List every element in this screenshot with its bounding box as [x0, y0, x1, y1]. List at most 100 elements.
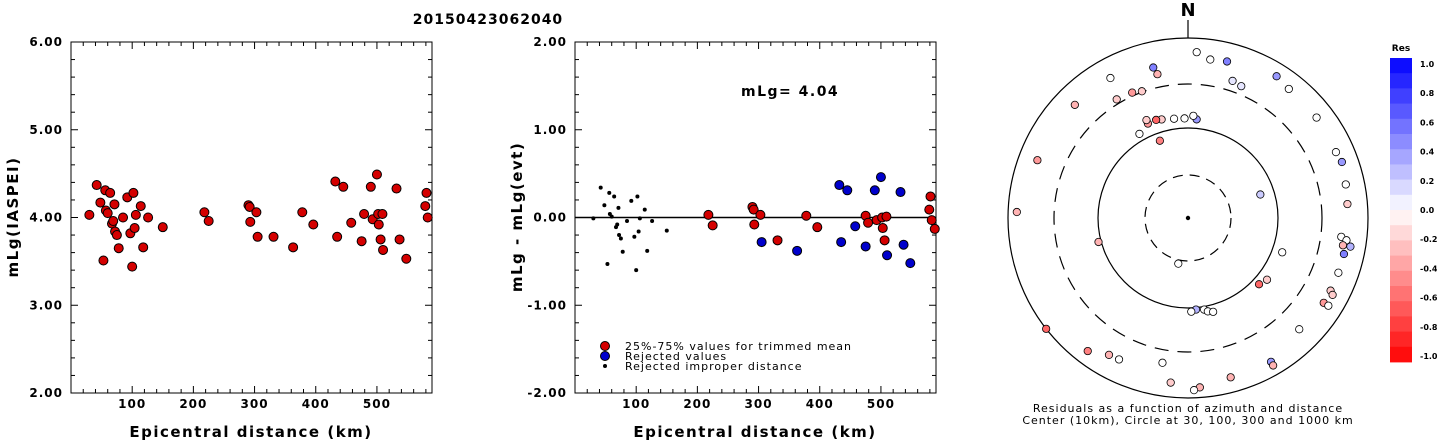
- legend-marker-trimmed-mean: [600, 341, 610, 351]
- x-tick-label: 300: [241, 397, 269, 411]
- x-tick-label: 500: [867, 397, 895, 411]
- red-point: [356, 236, 367, 247]
- rejected-point: [756, 237, 767, 248]
- colorbar-swatch: [1390, 240, 1412, 256]
- colorbar-swatch: [1390, 118, 1412, 135]
- station-point: [1104, 350, 1114, 359]
- rejected-point: [869, 185, 880, 196]
- x-axis-label: Epicentral distance (km): [633, 423, 876, 441]
- rejected-point: [792, 245, 803, 256]
- station-point: [1237, 82, 1246, 91]
- red-point: [371, 169, 382, 180]
- red-point: [401, 253, 412, 264]
- x-tick-label: 200: [179, 397, 207, 411]
- y-tick-label: 3.00: [29, 298, 63, 312]
- red-point: [135, 201, 146, 212]
- red-point: [113, 243, 124, 254]
- station-point: [1083, 346, 1092, 356]
- station-point: [1337, 157, 1346, 167]
- red-point: [244, 201, 255, 212]
- red-point: [84, 209, 95, 220]
- colorbar-tick-label: 0.8: [1420, 89, 1435, 98]
- improper-distance-point: [612, 194, 617, 199]
- colorbar-tick-label: 0.6: [1420, 118, 1435, 127]
- improper-distance-point: [598, 185, 603, 190]
- improper-distance-point: [634, 268, 639, 273]
- data-points: [84, 169, 433, 272]
- red-point: [109, 199, 120, 210]
- x-tick-labels: 100 200 300 400 500: [622, 397, 895, 411]
- improper-distance-point: [636, 229, 641, 234]
- rejected-point: [895, 187, 906, 198]
- trimmed-mean-point: [755, 209, 766, 220]
- legend-label-improper: Rejected improper distance: [625, 360, 803, 373]
- colorbar-swatch: [1390, 149, 1412, 165]
- red-point: [378, 244, 389, 255]
- rejected-point: [842, 185, 853, 196]
- red-point: [118, 212, 129, 223]
- red-point: [297, 207, 308, 218]
- red-point: [245, 216, 256, 227]
- x-tick-label: 400: [302, 397, 330, 411]
- station-point: [1180, 114, 1189, 123]
- colorbar-tick-label: 0.2: [1420, 177, 1434, 186]
- station-point: [1328, 290, 1337, 299]
- improper-distance-point: [616, 205, 621, 210]
- colorbar-swatch: [1390, 134, 1412, 150]
- station-point: [1206, 55, 1215, 64]
- y-tick-label: -1.00: [527, 298, 567, 312]
- colorbar-swatches: [1390, 58, 1412, 363]
- colorbar-swatch: [1390, 58, 1412, 74]
- red-point: [375, 234, 386, 245]
- station-point: [1331, 148, 1341, 157]
- red-point: [268, 231, 279, 242]
- figure-title: 20150423062040: [413, 12, 563, 28]
- legend-label-rejected: Rejected values: [625, 350, 727, 363]
- station-point: [1149, 63, 1158, 72]
- y-tick-label: -2.00: [527, 386, 567, 400]
- station-point: [1158, 358, 1167, 367]
- red-point: [346, 217, 357, 228]
- colorbar-swatch: [1390, 179, 1412, 196]
- improper-distance-point: [615, 222, 620, 227]
- station-point: [1155, 136, 1164, 145]
- tick-group: [71, 42, 432, 393]
- azimuth-residual-polar-plot: N Residuals as a function of azimuth and…: [1007, 0, 1369, 427]
- station-point: [1033, 156, 1042, 165]
- trimmed-mean-point: [879, 235, 890, 246]
- colorbar-swatch: [1390, 210, 1412, 226]
- trimmed-mean-point: [924, 204, 935, 215]
- y-tick-label: 1.00: [533, 123, 567, 137]
- colorbar-swatch: [1390, 331, 1412, 348]
- x-tick-label: 300: [745, 397, 773, 411]
- station-point: [1128, 88, 1137, 97]
- red-point: [420, 201, 431, 212]
- colorbar-swatch: [1390, 316, 1412, 332]
- center-point: [1185, 215, 1191, 221]
- trimmed-mean-point: [801, 210, 812, 221]
- residual-colorbar: Res 1.0 0.8 0.6 0.4 0.2 0.0 -0.2 -0.4 -0.6 -0.8 -1…: [1390, 44, 1437, 363]
- station-point: [1346, 242, 1355, 251]
- magnitude-vs-distance-chart: 2.00 3.00 4.00 5.00 6.00 100 200 300 400 500 Epi…: [4, 35, 433, 441]
- station-point: [1343, 199, 1352, 209]
- colorbar-tick-label: -1.0: [1420, 352, 1437, 361]
- station-point: [1226, 373, 1235, 382]
- improper-distance-point: [617, 233, 622, 238]
- station-point: [1269, 361, 1278, 370]
- red-point: [332, 231, 343, 242]
- legend: 25%-75% values for trimmed mean Rejected…: [600, 340, 851, 373]
- improper-distance-point: [632, 234, 637, 239]
- red-point: [391, 183, 402, 194]
- station-point: [1209, 307, 1218, 316]
- station-point: [1106, 73, 1115, 83]
- improper-distance-point: [645, 248, 650, 253]
- red-point: [138, 242, 149, 253]
- red-point: [111, 230, 122, 241]
- improper-distance-point: [620, 249, 625, 254]
- red-point: [128, 187, 139, 198]
- station-point: [1142, 115, 1151, 125]
- y-tick-label: 2.00: [29, 386, 63, 400]
- station-point: [1114, 355, 1124, 364]
- improper-distance-point: [591, 216, 596, 221]
- red-point: [338, 181, 349, 192]
